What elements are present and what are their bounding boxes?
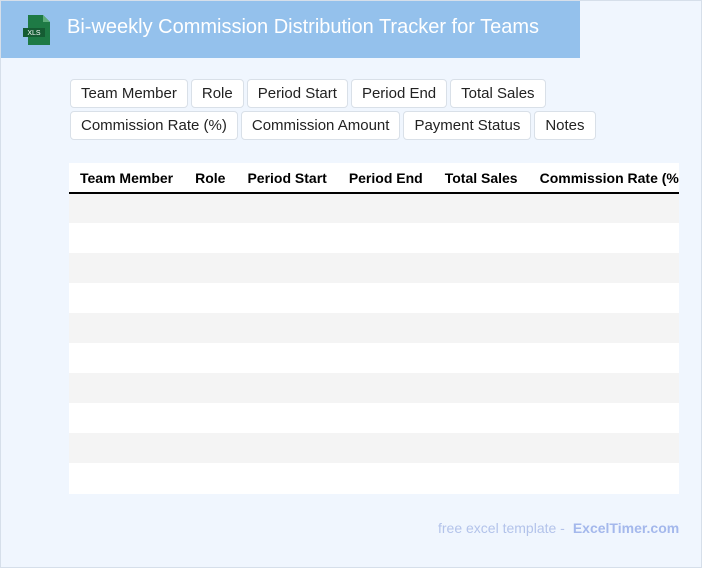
table-cell[interactable] [236,313,338,343]
table-row [69,223,679,253]
table-cell[interactable] [337,223,434,253]
table-cell[interactable] [528,433,679,463]
footer-text: free excel template - [438,520,565,536]
table-cell[interactable] [337,343,434,373]
table-cell[interactable] [184,253,237,283]
table-cell[interactable] [184,283,237,313]
column-chip[interactable]: Role [190,79,244,108]
table-cell[interactable] [528,193,679,223]
table-cell[interactable] [236,463,338,493]
column-chip[interactable]: Commission Amount [240,111,401,140]
table-cell[interactable] [184,343,237,373]
table-cell[interactable] [236,193,338,223]
table-cell[interactable] [69,193,185,223]
table-row [69,343,679,373]
table-cell[interactable] [433,433,529,463]
table-cell[interactable] [184,463,237,493]
table-cell[interactable] [433,403,529,433]
table-cell[interactable] [433,313,529,343]
table-cell[interactable] [528,313,679,343]
column-chips: Team Member Role Period Start Period End Tot… [70,79,610,140]
table-row [69,313,679,343]
table-row [69,373,679,403]
table-cell[interactable] [69,283,185,313]
xls-file-icon: XLS [23,15,50,45]
table-cell[interactable] [337,193,434,223]
table-cell[interactable] [69,433,185,463]
table-cell[interactable] [337,403,434,433]
table-cell[interactable] [69,253,185,283]
column-header: Period End [337,163,434,194]
table-cell[interactable] [69,403,185,433]
table-cell[interactable] [433,283,529,313]
table-cell[interactable] [337,373,434,403]
column-header: Total Sales [433,163,529,194]
footer: free excel template - ExcelTimer.com [438,520,679,536]
column-header: Role [184,163,237,194]
table-cell[interactable] [184,223,237,253]
footer-brand-link[interactable]: ExcelTimer.com [572,520,680,536]
table-cell[interactable] [184,403,237,433]
table-cell[interactable] [236,253,338,283]
table-cell[interactable] [433,193,529,223]
table-row [69,283,679,313]
table-cell[interactable] [69,463,185,493]
table-cell[interactable] [236,433,338,463]
table-row [69,403,679,433]
table-cell[interactable] [236,403,338,433]
table-cell[interactable] [528,373,679,403]
column-chip[interactable]: Notes [534,111,596,140]
table-cell[interactable] [528,253,679,283]
table-cell[interactable] [184,193,237,223]
table-cell[interactable] [236,223,338,253]
table-cell[interactable] [528,463,679,493]
table-cell[interactable] [337,433,434,463]
table-cell[interactable] [433,373,529,403]
table-header-row: Team Member Role Period Start Period End Tot… [69,163,679,194]
table-cell[interactable] [337,283,434,313]
table-cell[interactable] [528,403,679,433]
table-cell[interactable] [184,373,237,403]
header-bar: XLS Bi-weekly Commission Distribution Tr… [1,1,580,58]
data-table: Team Member Role Period Start Period End Tot… [69,163,679,494]
table-cell[interactable] [337,253,434,283]
table-cell[interactable] [236,343,338,373]
table-cell[interactable] [69,373,185,403]
table-cell[interactable] [69,313,185,343]
table-cell[interactable] [528,283,679,313]
table-row [69,433,679,463]
table-cell[interactable] [69,343,185,373]
table-row [69,193,679,223]
table-cell[interactable] [184,313,237,343]
column-chip[interactable]: Period Start [246,79,348,108]
table-cell[interactable] [433,463,529,493]
column-header: Period Start [236,163,338,194]
table-cell[interactable] [433,223,529,253]
table-row [69,463,679,493]
column-chip[interactable]: Period End [350,79,448,108]
table-cell[interactable] [236,283,338,313]
table-row [69,253,679,283]
table-cell[interactable] [528,223,679,253]
page-title: Bi-weekly Commission Distribution Tracke… [67,16,539,38]
svg-text:XLS: XLS [27,30,41,37]
column-header: Commission Rate (%) [528,163,679,194]
column-chip[interactable]: Payment Status [403,111,532,140]
table-cell[interactable] [337,463,434,493]
column-chip[interactable]: Commission Rate (%) [70,111,238,140]
table-cell[interactable] [433,343,529,373]
column-chip[interactable]: Team Member [70,79,188,108]
column-header: Team Member [69,163,185,194]
table-cell[interactable] [236,373,338,403]
column-chip[interactable]: Total Sales [450,79,546,108]
table-cell[interactable] [433,253,529,283]
table-cell[interactable] [184,433,237,463]
table-cell[interactable] [69,223,185,253]
table-cell[interactable] [337,313,434,343]
table-cell[interactable] [528,343,679,373]
